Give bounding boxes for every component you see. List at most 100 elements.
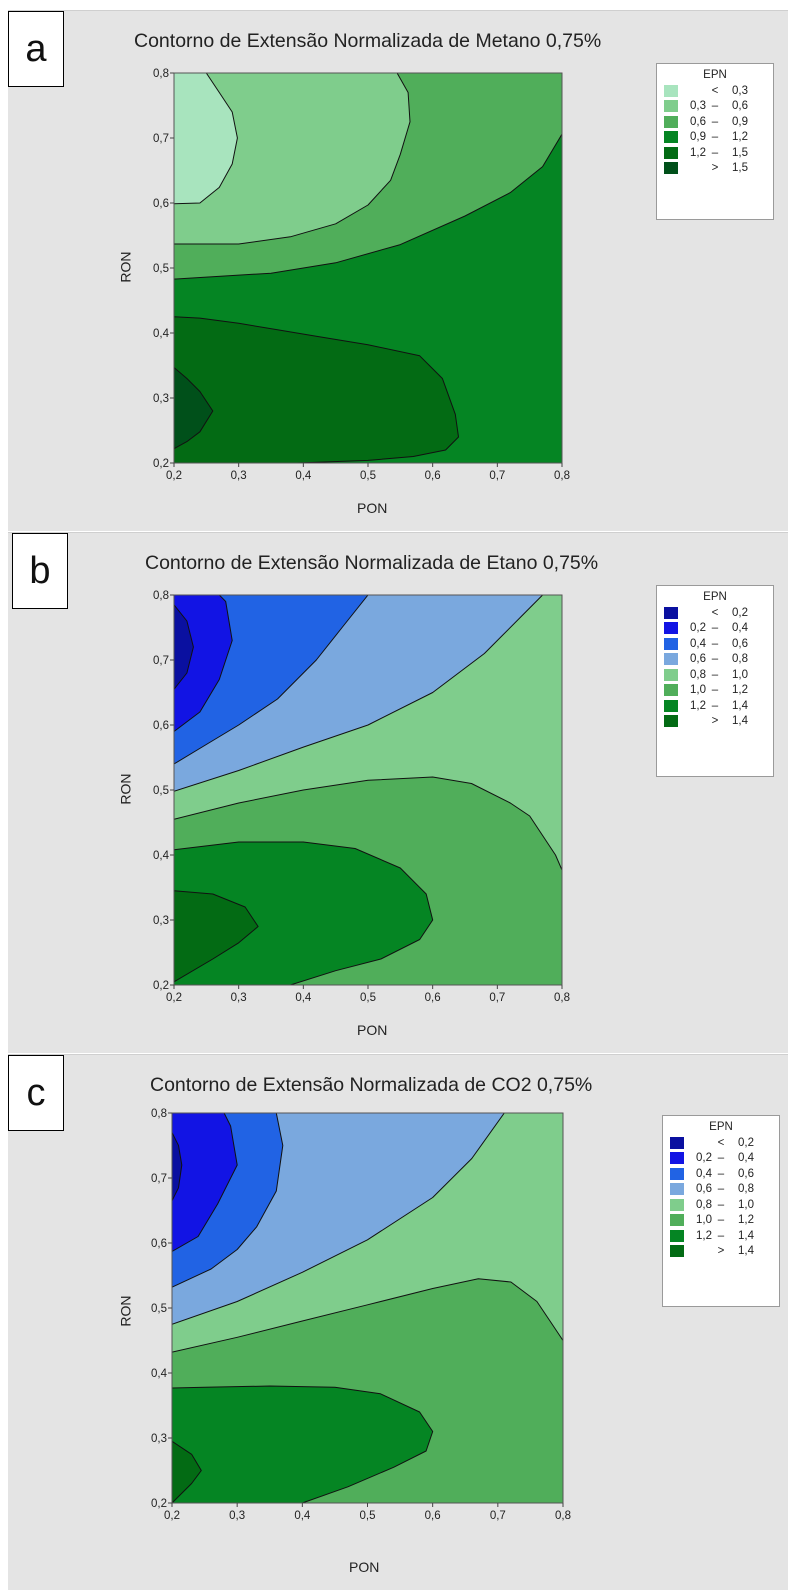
x-tick-label: 0,4 <box>294 1510 311 1522</box>
legend-high: 1,2 <box>732 131 748 144</box>
legend-high: 0,8 <box>738 1183 754 1196</box>
y-tick-label: 0,6 <box>153 198 169 210</box>
legend-high: 0,2 <box>738 1136 754 1149</box>
legend-operator: – <box>711 699 719 712</box>
x-tick-label: 0,2 <box>166 470 182 482</box>
contour-region-5 <box>174 604 194 690</box>
legend-operator: > <box>717 1245 725 1258</box>
legend-swatch <box>670 1136 684 1149</box>
x-axis-label-a: PON <box>357 500 388 516</box>
legend-operator: – <box>711 668 719 681</box>
legend-entry: 1,2–1,4 <box>657 698 773 714</box>
y-tick-label: 0,6 <box>153 720 169 732</box>
legend-low: 0,9 <box>690 131 706 144</box>
legend-operator: – <box>717 1198 725 1211</box>
contour-region-5 <box>174 367 214 450</box>
legend-operator: – <box>711 637 719 650</box>
legend-entry: 0,8–1,0 <box>663 1197 779 1213</box>
x-tick-label: 0,6 <box>425 1510 441 1522</box>
legend-low: 0,6 <box>690 653 706 666</box>
legend-entry: 0,6–0,8 <box>657 652 773 668</box>
panel-b: b Contorno de Extensão Normalizada de Et… <box>8 532 788 1053</box>
legend-operator: – <box>711 622 719 635</box>
contour-chart-a: 0,2 0,3 0,4 0,5 0,6 0,7 0,8 0,2 0,3 0,4 0,5 0,6 0,7 0… <box>153 68 570 482</box>
legend-low: 1,2 <box>690 699 706 712</box>
x-tick-label: 0,5 <box>360 1510 376 1522</box>
contour-region-5 <box>172 1132 183 1202</box>
chart-title-c: Contorno de Extensão Normalizada de CO2 … <box>150 1074 593 1096</box>
x-tick-label: 0,2 <box>166 992 182 1004</box>
x-axis-label-b: PON <box>357 1022 388 1038</box>
legend-swatch <box>664 146 678 159</box>
legend-a: EPN <0,3 0,3–0,6 0,6–0,9 0,9–1,2 1,2–1,5 >1,5 <box>656 63 774 220</box>
legend-low: 0,8 <box>690 668 706 681</box>
y-tick-label: 0,3 <box>153 915 169 927</box>
legend-swatch <box>664 131 678 144</box>
legend-low: 0,6 <box>696 1183 712 1196</box>
x-tick-label: 0,7 <box>489 470 505 482</box>
legend-swatch <box>670 1152 684 1165</box>
x-tick-label: 0,3 <box>229 1510 245 1522</box>
legend-high: 1,0 <box>732 668 748 681</box>
legend-low: 1,2 <box>696 1229 712 1242</box>
legend-swatch <box>670 1229 684 1242</box>
contour-region-7 <box>174 890 259 983</box>
y-tick-label: 0,7 <box>153 655 169 667</box>
legend-operator: < <box>717 1136 725 1149</box>
legend-operator: – <box>711 115 719 128</box>
legend-entry: 1,2–1,5 <box>657 145 773 161</box>
legend-high: 0,4 <box>732 622 748 635</box>
legend-operator: > <box>711 162 719 175</box>
legend-high: 0,9 <box>732 115 748 128</box>
panel-label-a: a <box>8 11 64 87</box>
y-tick-label: 0,7 <box>153 133 169 145</box>
y-tick-label: 0,6 <box>151 1238 167 1250</box>
y-tick-label: 0,4 <box>151 1368 168 1380</box>
y-tick-label: 0,5 <box>153 263 169 275</box>
legend-entry: >1,5 <box>657 161 773 177</box>
legend-swatch <box>670 1214 684 1227</box>
legend-swatch <box>664 715 678 728</box>
contour-chart-c: 0,2 0,3 0,4 0,5 0,6 0,7 0,8 0,2 0,3 0,4 0,5 0,6 0,7 0… <box>151 1108 571 1522</box>
legend-high: 0,3 <box>732 84 748 97</box>
legend-operator: – <box>717 1152 725 1165</box>
contour-region-4 <box>174 316 459 463</box>
y-tick-label: 0,3 <box>153 393 169 405</box>
legend-low: 1,0 <box>690 684 706 697</box>
x-tick-label: 0,2 <box>164 1510 180 1522</box>
legend-c: EPN <0,2 0,2–0,4 0,4–0,6 0,6–0,8 0,8–1,0 1,0–1… <box>662 1115 780 1307</box>
legend-low: 1,2 <box>690 146 706 159</box>
y-tick-label: 0,2 <box>151 1498 167 1510</box>
legend-swatch <box>664 684 678 697</box>
legend-operator: < <box>711 84 719 97</box>
y-tick-label: 0,7 <box>151 1173 167 1185</box>
legend-operator: – <box>711 684 719 697</box>
legend-swatch <box>664 668 678 681</box>
legend-swatch <box>664 637 678 650</box>
legend-operator: – <box>711 653 719 666</box>
legend-operator: – <box>711 100 719 113</box>
legend-high: 1,5 <box>732 146 748 159</box>
y-tick-label: 0,2 <box>153 980 169 992</box>
y-tick-label: 0,5 <box>151 1303 167 1315</box>
legend-title: EPN <box>703 69 727 81</box>
legend-swatch <box>670 1183 684 1196</box>
legend-swatch <box>664 606 678 619</box>
legend-b: EPN <0,2 0,2–0,4 0,4–0,6 0,6–0,8 0,8–1,0 1,0–1… <box>656 585 774 777</box>
legend-high: 1,4 <box>738 1229 754 1242</box>
y-tick-label: 0,3 <box>151 1433 167 1445</box>
legend-swatch <box>664 162 678 175</box>
legend-low: 0,2 <box>690 622 706 635</box>
legend-operator: – <box>717 1229 725 1242</box>
legend-high: 0,4 <box>738 1152 754 1165</box>
x-tick-label: 0,4 <box>295 992 312 1004</box>
x-tick-label: 0,8 <box>555 1510 571 1522</box>
legend-swatch <box>670 1198 684 1211</box>
legend-entry: <0,3 <box>657 83 773 99</box>
legend-entry: 1,2–1,4 <box>663 1228 779 1244</box>
legend-high: 1,2 <box>732 684 748 697</box>
x-tick-label: 0,7 <box>490 1510 506 1522</box>
contour-regions <box>174 73 562 463</box>
y-axis-label-c: RON <box>117 1295 134 1327</box>
legend-low: 0,4 <box>690 637 706 650</box>
